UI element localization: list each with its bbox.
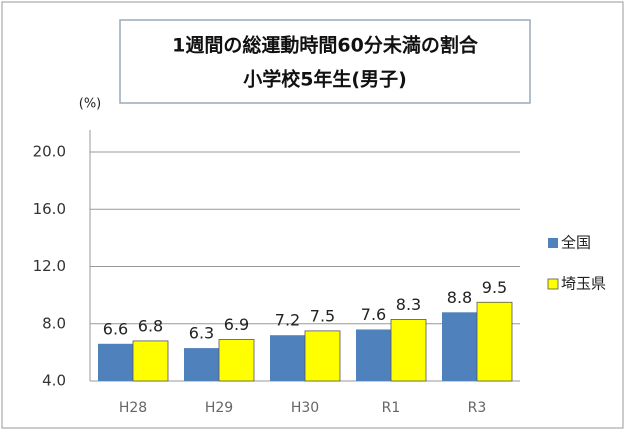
bar [270,335,305,381]
x-tick-label: R1 [382,400,401,416]
value-label: 9.5 [482,278,507,297]
x-tick-label: H29 [205,400,233,416]
bar [218,339,255,382]
value-label: 7.6 [361,305,386,324]
legend-label: 埼玉県 [561,275,606,293]
bar [390,319,427,382]
y-axis-label: (%) [79,97,102,112]
bar [304,330,341,382]
y-tick-label: 8.0 [42,314,66,332]
y-tick-label: 4.0 [42,372,66,390]
value-label: 6.6 [103,319,128,338]
legend-label: 全国 [561,234,591,252]
x-tick-label: H28 [119,400,147,416]
legend-swatch [547,278,559,290]
value-label: 6.9 [224,315,249,334]
value-label: 7.5 [310,306,335,325]
x-tick-label: H30 [291,400,319,416]
bar [356,329,391,381]
bar [476,301,513,382]
bar [184,348,219,381]
y-tick-label: 20.0 [33,143,66,161]
title-box [119,19,531,104]
bar [132,340,169,382]
value-label: 8.3 [396,295,421,314]
value-label: 6.8 [138,316,163,335]
y-tick-label: 16.0 [33,200,66,218]
bar [442,312,477,381]
x-tick-label: R3 [468,400,487,416]
bar [98,343,133,381]
legend-swatch [548,238,558,248]
chart-title: 小学校5年生(男子) [243,68,407,91]
y-tick-label: 12.0 [33,257,66,275]
value-label: 6.3 [189,324,214,343]
value-label: 8.8 [447,288,472,307]
chart-title: 1週間の総運動時間60分未満の割合 [172,34,479,57]
value-label: 7.2 [275,311,300,330]
